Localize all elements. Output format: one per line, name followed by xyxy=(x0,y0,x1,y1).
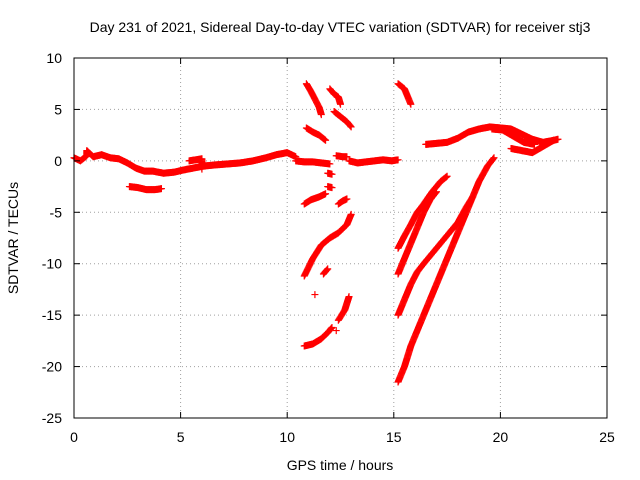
data-point xyxy=(322,267,330,275)
data-point xyxy=(157,185,165,193)
data-point xyxy=(322,190,330,198)
y-tick-label: 0 xyxy=(54,153,62,169)
data-point xyxy=(347,123,355,131)
y-tick-label: -5 xyxy=(50,204,63,220)
series-track-18 xyxy=(300,323,336,350)
data-point xyxy=(198,165,206,173)
data-point xyxy=(394,156,402,164)
data-point xyxy=(322,136,330,144)
x-tick-label: 10 xyxy=(279,429,295,445)
y-tick-label: -15 xyxy=(42,307,62,323)
data-point xyxy=(489,155,497,163)
y-tick-label: 5 xyxy=(54,101,62,117)
data-point xyxy=(343,195,351,203)
x-tick-label: 25 xyxy=(599,429,615,445)
series-track-19 xyxy=(345,156,402,167)
series-track-24 xyxy=(394,154,498,386)
y-tick-label: -20 xyxy=(42,359,62,375)
data-point xyxy=(346,122,354,130)
data-point xyxy=(324,265,332,273)
data-point xyxy=(432,189,440,197)
series-track-5 xyxy=(302,124,330,144)
series-track-7 xyxy=(326,85,344,108)
series-track-8 xyxy=(330,107,355,131)
data-point xyxy=(343,153,351,161)
data-point xyxy=(346,121,354,129)
series-track-22 xyxy=(394,188,440,278)
series-track-0 xyxy=(70,147,300,177)
series-track-10 xyxy=(324,169,336,178)
series-track-9 xyxy=(332,152,351,161)
data-point xyxy=(490,154,498,162)
y-tick-label: -10 xyxy=(42,256,62,272)
series-track-11 xyxy=(324,183,336,192)
series-track-17 xyxy=(334,293,353,324)
y-tick-label: -25 xyxy=(42,410,62,426)
x-tick-label: 15 xyxy=(386,429,402,445)
data-point xyxy=(327,325,335,333)
series-track-14 xyxy=(311,291,319,299)
x-axis-tick-labels: 0 5 10 15 20 25 xyxy=(70,429,615,445)
series-track-12 xyxy=(334,195,351,208)
series-track-27 xyxy=(507,135,562,157)
y-axis-tick-labels: -25 -20 -15 -10 -5 0 5 10 xyxy=(42,50,62,426)
series-track-26 xyxy=(488,125,539,148)
series-track-4 xyxy=(302,80,325,119)
data-point xyxy=(443,172,451,180)
data-point xyxy=(432,188,440,196)
series-track-15 xyxy=(319,265,332,278)
data-point xyxy=(323,266,331,274)
data-point xyxy=(407,100,415,108)
series-track-20 xyxy=(394,80,415,108)
data-point xyxy=(554,135,562,143)
data-point xyxy=(317,111,325,119)
series-track-2 xyxy=(125,183,165,194)
data-point xyxy=(328,184,336,192)
data-point xyxy=(311,291,319,299)
grid-lines xyxy=(74,58,607,418)
series-track-1 xyxy=(185,155,206,173)
series-track-3 xyxy=(292,157,334,168)
data-point xyxy=(531,140,539,148)
y-tick-label: 10 xyxy=(46,50,62,66)
data-point xyxy=(327,324,335,332)
data-series xyxy=(70,80,562,386)
axis-ticks xyxy=(73,57,608,419)
data-point xyxy=(326,160,334,168)
x-tick-label: 0 xyxy=(70,429,78,445)
x-tick-label: 5 xyxy=(177,429,185,445)
data-point xyxy=(347,210,355,218)
y-axis-title: SDTVAR / TECUs xyxy=(5,182,21,294)
chart-title: Day 231 of 2021, Sidereal Day-to-day VTE… xyxy=(90,19,591,35)
series-track-6 xyxy=(300,190,330,208)
plot-frame xyxy=(73,57,608,419)
data-point xyxy=(332,327,340,335)
x-tick-label: 20 xyxy=(493,429,509,445)
x-axis-title: GPS time / hours xyxy=(287,457,394,473)
data-point xyxy=(345,293,353,301)
series-track-16 xyxy=(332,327,340,335)
series-track-23 xyxy=(394,193,477,319)
data-point xyxy=(328,323,336,331)
data-point xyxy=(328,170,336,178)
data-point xyxy=(337,100,344,108)
series-track-13 xyxy=(300,210,355,280)
